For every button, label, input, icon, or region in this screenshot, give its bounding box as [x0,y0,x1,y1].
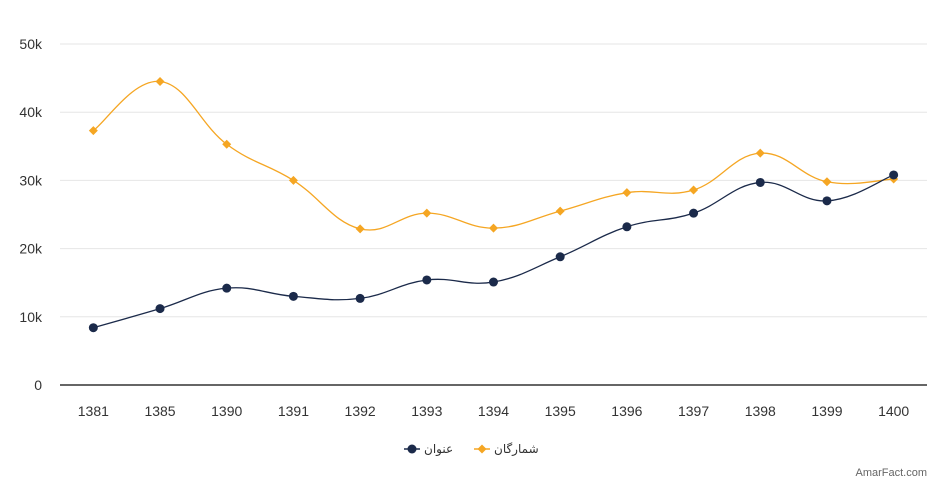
x-tick-label: 1400 [878,403,909,419]
data-point-circle[interactable] [689,208,699,218]
grid-lines [60,43,927,318]
legend-marker-circle [407,444,417,454]
series-circulation [88,77,899,234]
legend-label: شمارگان [494,442,539,457]
data-point-diamond[interactable] [622,188,632,198]
data-point-circle[interactable] [622,222,632,232]
data-point-diamond[interactable] [555,206,565,216]
x-tick-label: 1395 [545,403,576,419]
y-tick-label: 10k [19,309,43,325]
legend[interactable]: عنوان شمارگان [404,442,539,457]
x-tick-label: 1391 [278,403,309,419]
x-tick-label: 1385 [144,403,175,419]
data-point-diamond[interactable] [88,126,98,136]
credit-link[interactable]: AmarFact.com [855,467,927,479]
data-point-diamond[interactable] [489,223,498,233]
data-point-circle[interactable] [222,283,232,293]
data-point-diamond[interactable] [822,177,832,187]
data-point-circle[interactable] [422,275,432,285]
data-point-circle[interactable] [355,293,365,303]
series-titles [88,170,899,333]
data-point-circle[interactable] [889,170,899,180]
x-tick-label: 1393 [411,403,442,419]
y-tick-label: 30k [19,172,43,188]
data-point-circle[interactable] [88,323,98,333]
y-axis: 0 10k 20k 30k 40k 50k [19,36,43,393]
legend-label: عنوان [424,442,453,457]
x-tick-label: 1394 [478,403,509,419]
x-tick-label: 1399 [811,403,842,419]
y-tick-label: 0 [34,377,42,393]
x-tick-label: 1381 [78,403,109,419]
series-line [93,174,894,329]
y-tick-label: 40k [19,104,43,120]
legend-marker-diamond [477,444,487,454]
data-point-circle[interactable] [822,196,832,206]
data-point-circle[interactable] [155,304,165,314]
x-tick-label: 1398 [745,403,776,419]
x-tick-label: 1392 [345,403,376,419]
legend-item[interactable]: عنوان [404,442,453,457]
series-group [88,77,899,333]
x-tick-label: 1397 [678,403,709,419]
x-tick-label: 1396 [611,403,642,419]
data-point-diamond[interactable] [355,224,365,234]
data-point-circle[interactable] [489,277,498,287]
data-point-diamond[interactable] [222,139,232,149]
data-point-diamond[interactable] [422,208,432,218]
y-tick-label: 50k [19,36,43,52]
data-point-circle[interactable] [755,177,765,187]
series-line [92,80,894,231]
data-point-diamond[interactable] [689,185,699,195]
data-point-diamond[interactable] [155,77,165,87]
x-tick-label: 1390 [211,403,242,419]
data-point-diamond[interactable] [288,175,298,185]
data-point-diamond[interactable] [755,148,765,158]
data-point-circle[interactable] [555,252,565,262]
x-axis: 1381 1385 1390 1391 1392 1393 1394 1395 1396 1397… [60,384,927,419]
data-point-circle[interactable] [288,291,298,301]
legend-item[interactable]: شمارگان [474,442,539,457]
y-tick-label: 20k [19,241,43,257]
